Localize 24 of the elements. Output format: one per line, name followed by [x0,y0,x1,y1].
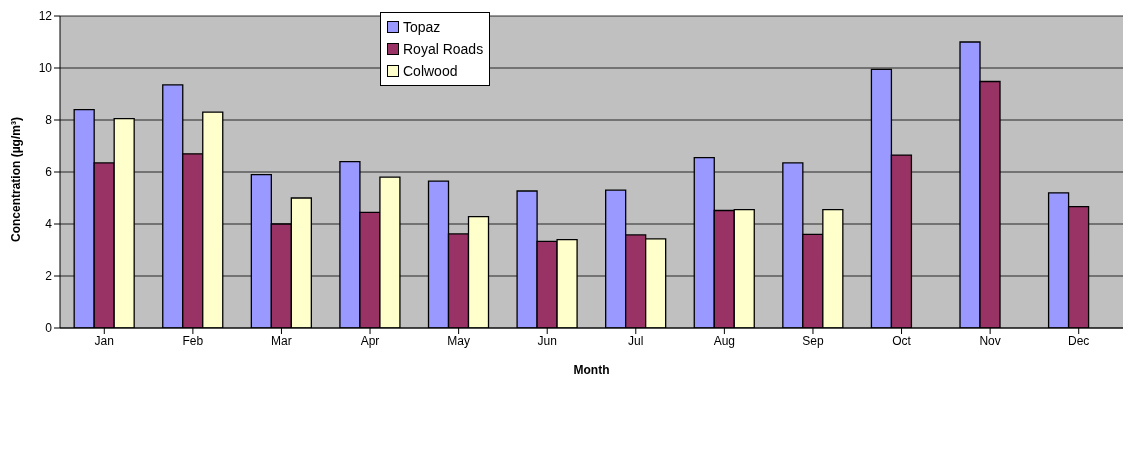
x-tick-label: Sep [802,333,824,348]
y-tick-label: 10 [38,61,53,76]
x-tick-label: Mar [271,333,292,348]
y-tick-label: 2 [45,269,53,284]
x-tick-label: Dec [1068,333,1090,348]
x-tick-label: Jan [94,333,114,348]
x-tick-label: Feb [182,333,204,348]
x-tick-label: Jun [537,333,557,348]
legend-label: Royal Roads [403,41,484,57]
x-axis-title: Month [573,363,610,377]
x-tick-label: May [447,333,470,348]
legend-label: Topaz [403,19,441,35]
y-tick-label: 0 [45,321,53,336]
y-tick-label: 4 [45,217,53,232]
y-tick-label: 6 [45,165,53,180]
y-tick-label: 8 [45,113,53,128]
y-tick-label: 12 [38,9,53,24]
x-tick-label: Jul [628,333,644,348]
legend-label: Colwood [403,63,458,79]
x-tick-label: Apr [360,333,380,348]
x-tick-label: Nov [979,333,1001,348]
x-tick-label: Aug [713,333,736,348]
y-axis-title: Concentration (µg/m³) [9,117,24,242]
x-tick-label: Oct [892,333,912,348]
